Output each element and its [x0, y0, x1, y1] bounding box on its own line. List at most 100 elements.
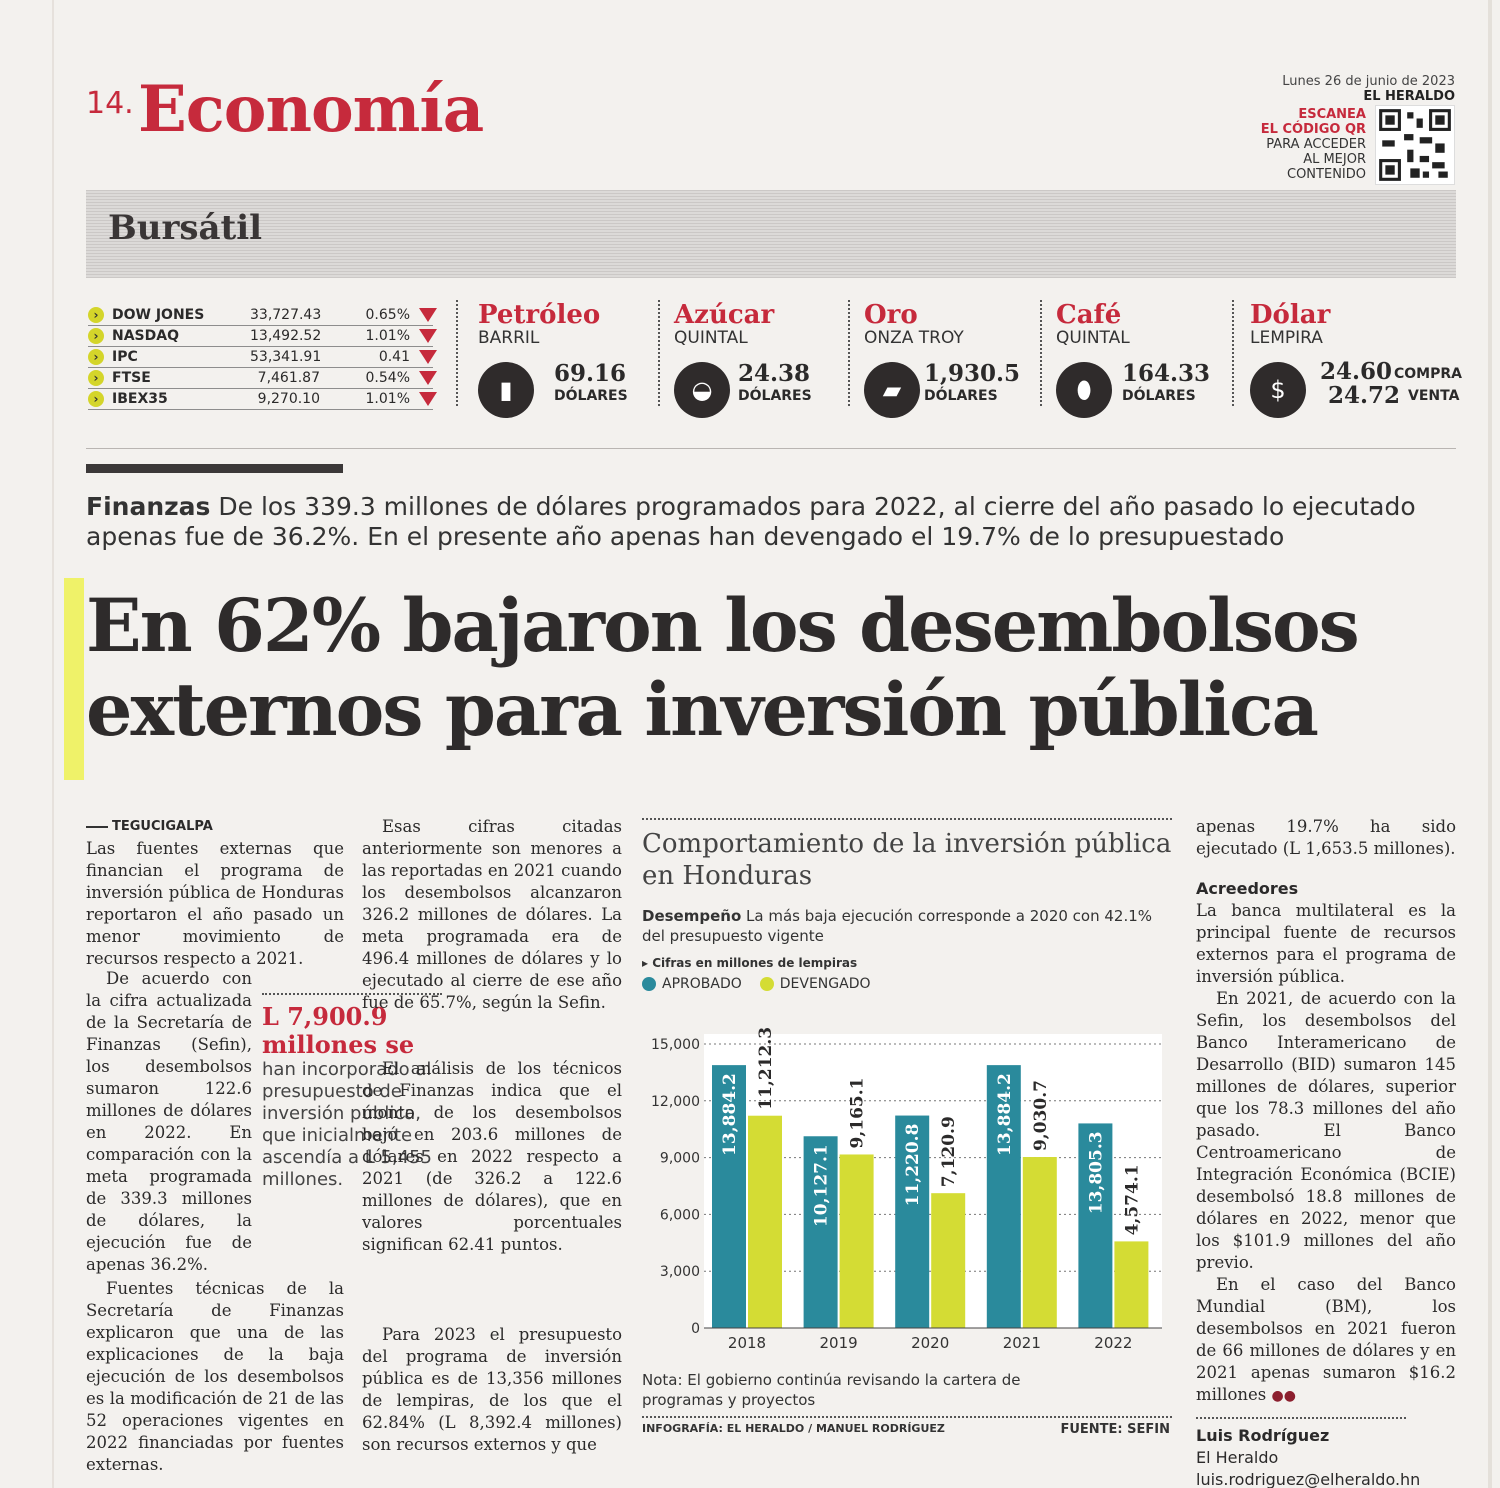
headline: En 62% bajaron los desembolsos externos … — [86, 583, 1360, 753]
stock-row: › IPC 53,341.91 0.41 — [88, 347, 437, 368]
stock-change: 0.41 — [378, 349, 410, 365]
bursatil-band — [86, 190, 1456, 278]
unit-text: Cifras en millones de lempiras — [652, 956, 858, 970]
end-mark: ●● — [1271, 1388, 1296, 1404]
bar-aprobado — [986, 1065, 1021, 1328]
chevron-right-icon: › — [88, 391, 104, 407]
legend-item-aprobado: APROBADO — [642, 976, 742, 992]
commodity-unit: QUINTAL — [674, 328, 748, 348]
y-tick-label: 3,000 — [660, 1264, 700, 1280]
data-label: 13,884.2 — [995, 1073, 1015, 1156]
commodity-currency: DÓLARES — [1122, 388, 1196, 404]
chart-subtitle: Desempeño La más baja ejecución correspo… — [642, 906, 1162, 946]
author-name: Luis Rodríguez — [1196, 1426, 1330, 1445]
pull-quote: L 7,900.9 millones se han incorporado al… — [262, 993, 442, 1191]
page-edge — [1488, 0, 1492, 1488]
commodity-currency: DÓLARES — [554, 388, 628, 404]
oil-barrel-icon: ▮ — [478, 362, 534, 418]
subheading: Acreedores — [1196, 879, 1299, 898]
author-email[interactable]: luis.rodriguez@elheraldo.hn — [1196, 1470, 1421, 1488]
commodity-dolar: Dólar LEMPIRA $ 24.60 COMPRA 24.72 VENTA — [1250, 300, 1462, 418]
stock-change: 1.01% — [365, 328, 410, 344]
coffee-bean-icon: ⬮ — [1056, 362, 1112, 418]
commodity-name: Café — [1056, 300, 1122, 330]
legend-label: DEVENGADO — [779, 976, 871, 992]
divider — [262, 993, 442, 995]
commodity-name: Dólar — [1250, 300, 1331, 330]
data-label: 13,805.3 — [1086, 1131, 1106, 1214]
chart-legend: APROBADO DEVENGADO — [642, 976, 889, 992]
chart-credit: INFOGRAFÍA: EL HERALDO / MANUEL RODRÍGUE… — [642, 1422, 945, 1435]
data-label: 7,120.9 — [939, 1116, 959, 1187]
article-column-2: Esas cifras citadas anteriormente son me… — [362, 816, 622, 1014]
arrow-down-icon — [419, 392, 437, 406]
stock-row: › FTSE 7,461.87 0.54% — [88, 368, 437, 389]
commodity-price: 69.16 — [554, 360, 627, 387]
chart-sub-text: La más baja ejecución corresponde a 2020… — [642, 907, 1153, 945]
qr-code-icon[interactable] — [1375, 105, 1455, 185]
data-label: 10,127.1 — [812, 1144, 832, 1227]
stock-value: 7,461.87 — [257, 370, 320, 386]
stock-value: 9,270.10 — [257, 391, 320, 407]
paragraph: La banca multilateral es la principal fu… — [1196, 901, 1456, 986]
divider — [1040, 300, 1042, 406]
y-tick-label: 15,000 — [651, 1037, 700, 1053]
legend-swatch — [759, 977, 774, 991]
article-column-2-end: Para 2023 el presupuesto del programa de… — [362, 1324, 622, 1456]
article-kicker: Finanzas De los 339.3 millones de dólare… — [86, 492, 1456, 552]
stock-row: › DOW JONES 33,727.43 0.65% — [88, 305, 437, 326]
bar-aprobado — [803, 1136, 838, 1328]
dolar-buy: 24.60 — [1320, 358, 1393, 385]
chevron-right-icon: › — [88, 307, 104, 323]
arrow-down-icon — [419, 329, 437, 343]
qr-line-2: EL CÓDIGO QR — [1260, 122, 1366, 137]
bar-chart: 0 3,000 6,000 9,000 12,000 15,000 13,884.2 11,2… — [651, 1027, 1162, 1352]
data-label: 9,030.7 — [1031, 1080, 1051, 1151]
paragraph: apenas 19.7% ha sido ejecutado (L 1,653.… — [1196, 817, 1456, 858]
paragraph: Fuentes técnicas de la Secretaría de Fin… — [86, 1279, 344, 1474]
stock-name: NASDAQ — [112, 328, 179, 344]
chart-title: Comportamiento de la inversión pública e… — [642, 829, 1172, 891]
commodity-price: 24.38 — [738, 360, 811, 387]
section-bar — [86, 464, 343, 473]
dolar-buy-label: COMPRA — [1394, 366, 1462, 382]
divider — [1196, 1417, 1406, 1419]
dolar-sell-label: VENTA — [1408, 388, 1460, 404]
commodity-price: 1,930.5 — [924, 360, 1021, 387]
commodity-currency: DÓLARES — [738, 388, 812, 404]
paragraph: El análisis de los técnicos de Finanzas … — [362, 1059, 622, 1254]
qr-caption: ESCANEA EL CÓDIGO QR PARA ACCEDER AL MEJ… — [1261, 107, 1366, 182]
newspaper-name: EL HERALDO — [1363, 89, 1455, 104]
commodity-oro: Oro ONZA TROY ▰ 1,930.5 DÓLARES — [864, 300, 1044, 418]
commodity-unit: QUINTAL — [1056, 328, 1130, 348]
author-org: El Heraldo — [1196, 1448, 1279, 1467]
commodity-azucar: Azúcar QUINTAL ◒ 24.38 DÓLARES — [674, 300, 854, 418]
data-label: 11,220.8 — [903, 1124, 923, 1207]
x-tick-label: 2021 — [1003, 1334, 1041, 1352]
stock-change: 0.65% — [365, 307, 410, 323]
divider — [456, 300, 458, 406]
byline: Luis Rodríguez El Heraldo luis.rodriguez… — [1196, 1425, 1456, 1488]
kicker-label: Finanzas — [86, 492, 211, 521]
divider — [658, 300, 660, 406]
commodity-petroleo: Petróleo BARRIL ▮ 69.16 DÓLARES — [478, 300, 658, 418]
commodity-currency: DÓLARES — [924, 388, 998, 404]
bar-aprobado — [1078, 1123, 1113, 1328]
divider — [86, 448, 1456, 449]
paragraph: Las fuentes externas que financian el pr… — [86, 839, 344, 968]
highlighter-mark — [64, 578, 84, 780]
stock-change: 0.54% — [365, 370, 410, 386]
stock-row: › IBEX35 9,270.10 1.01% — [88, 389, 437, 410]
commodity-unit: BARRIL — [478, 328, 540, 348]
money-bag-icon: $ — [1250, 362, 1306, 418]
arrow-down-icon — [419, 308, 437, 322]
qr-line-5: CONTENIDO — [1287, 167, 1366, 182]
article-column-1-cont: De acuerdo con la cifra actualizada de l… — [86, 968, 252, 1276]
data-label: 11,212.3 — [756, 1027, 776, 1110]
x-tick-label: 2018 — [728, 1334, 766, 1352]
article-column-2-cont: El análisis de los técnicos de Finanzas … — [362, 1058, 622, 1256]
paragraph: En 2021, de acuerdo con la Sefin, los de… — [1196, 989, 1456, 1272]
x-tick-label: 2022 — [1094, 1334, 1132, 1352]
issue-date: Lunes 26 de junio de 2023 — [1282, 74, 1455, 89]
legend-label: APROBADO — [662, 976, 742, 992]
